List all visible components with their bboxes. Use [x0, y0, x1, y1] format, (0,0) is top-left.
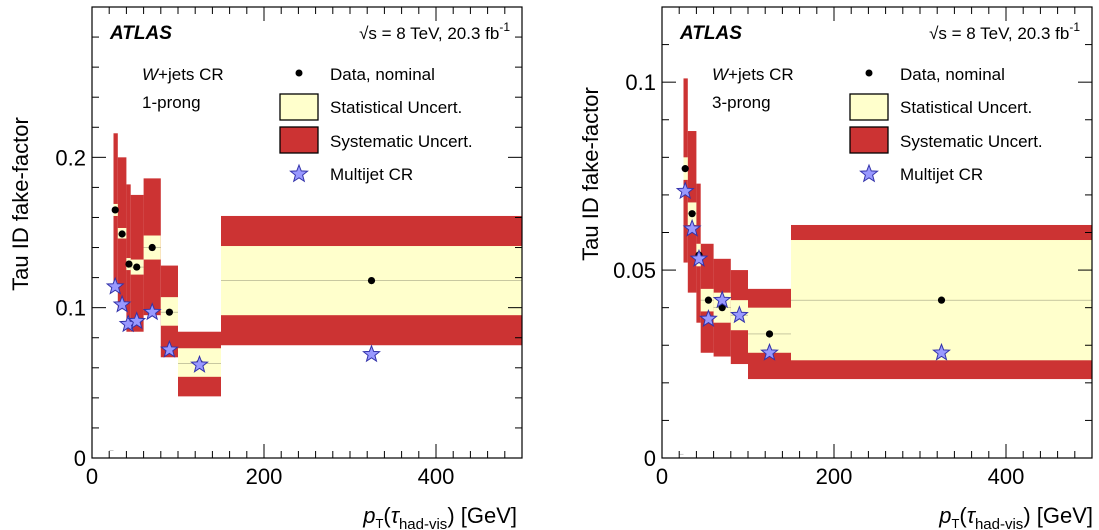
y-tick-label: 0	[74, 446, 86, 471]
data-point-6	[765, 330, 774, 338]
energy-label: √s = 8 TeV, 20.3 fb-1	[929, 20, 1080, 43]
x-tick-label: 200	[246, 464, 283, 489]
x-axis-title-paren: (	[383, 503, 391, 528]
data-point-2	[125, 260, 133, 268]
multijet-star-6	[760, 342, 779, 361]
x-tick-label: 200	[816, 464, 853, 489]
y-axis-title: Tau ID fake-factor	[8, 117, 33, 291]
x-axis-title-tau-sub: had-vis	[399, 516, 447, 530]
legend-syst-label: Systematic Uncert.	[900, 132, 1043, 151]
legend-data-marker	[295, 69, 303, 77]
legend-stat-label: Statistical Uncert.	[900, 98, 1032, 117]
region-label-w: W	[712, 65, 730, 84]
region-label: W+jets CR	[712, 65, 794, 84]
plot-frame	[91, 6, 523, 459]
x-axis-title-paren: (	[959, 503, 967, 528]
multijet-star-7	[362, 344, 381, 363]
energy-text: √s = 8 TeV, 20.3 fb	[359, 24, 499, 43]
x-axis-title-tau: τ	[391, 503, 401, 528]
multijet-star-2	[689, 248, 709, 267]
legend-syst-label: Systematic Uncert.	[330, 132, 473, 151]
multijet-star-1	[112, 294, 132, 313]
multijet-star-4	[142, 302, 162, 321]
energy-label: √s = 8 TeV, 20.3 fb-1	[359, 20, 510, 43]
data-point-3	[133, 263, 141, 271]
legend-data-label: Data, nominal	[330, 65, 435, 84]
data-point-0	[111, 206, 119, 214]
data-point-1	[688, 210, 696, 218]
legend-stat-swatch	[279, 93, 319, 121]
multijet-star-7	[932, 342, 951, 361]
x-axis-title-tail: ) [GeV]	[1023, 503, 1093, 528]
atlas-label: ATLAS	[109, 23, 172, 44]
x-axis-title-tau: τ	[967, 503, 977, 528]
prong-label: 3-prong	[712, 93, 771, 112]
region-label-rest: +jets CR	[728, 65, 794, 84]
multijet-star-3	[127, 311, 147, 330]
syst-band-3	[126, 184, 131, 332]
legend-multijet-marker	[859, 163, 879, 183]
x-axis-title-sub: T	[375, 516, 383, 530]
x-axis-title-tail: ) [GeV]	[447, 503, 517, 528]
data-point-5	[165, 308, 173, 316]
legend-syst-swatch	[279, 126, 319, 154]
legend-syst-swatch	[849, 126, 889, 154]
data-point-7	[367, 277, 376, 285]
x-axis-title-tau-sub: had-vis	[975, 516, 1023, 530]
panel-1: 0 200 400 0 0.1 0.2 Tau ID fake-factor pT(τhad-…	[8, 6, 523, 530]
x-tick-label: 0	[86, 464, 98, 489]
multijet-star-5	[159, 339, 179, 358]
prong-label: 1-prong	[142, 93, 201, 112]
legend-multijet-label: Multijet CR	[330, 165, 413, 184]
x-tick-label: 400	[418, 464, 455, 489]
x-axis-title-sub: T	[951, 516, 959, 530]
data-point-7	[937, 296, 946, 304]
lumi-exponent: -1	[1069, 20, 1080, 34]
multijet-star-1	[682, 218, 702, 237]
y-tick-label: 0.1	[55, 296, 86, 321]
atlas-label: ATLAS	[679, 23, 742, 44]
x-tick-label: 400	[988, 464, 1025, 489]
multijet-star-3	[699, 309, 718, 327]
lumi-exponent: -1	[499, 20, 510, 34]
data-point-1	[118, 230, 126, 238]
multijet-star-4	[712, 290, 732, 309]
x-axis-title-p: p	[362, 503, 375, 528]
data-point-4	[718, 304, 726, 312]
legend-multijet-label: Multijet CR	[900, 165, 983, 184]
legend-data-label: Data, nominal	[900, 65, 1005, 84]
region-label: W+jets CR	[142, 65, 224, 84]
y-tick-label: 0.2	[55, 145, 86, 170]
y-tick-label: 0	[644, 446, 656, 471]
panel-2: 0 200 400 0 0.05 0.1 Tau ID fake-factor pT(τhad…	[578, 6, 1093, 530]
legend-stat-swatch	[849, 93, 889, 121]
legend-multijet-marker	[289, 163, 309, 183]
multijet-star-0	[105, 276, 125, 295]
y-tick-label: 0.1	[625, 70, 656, 95]
x-axis-title: pT(τhad-vis) [GeV]	[362, 503, 517, 530]
legend-data-marker	[865, 69, 873, 77]
data-point-3	[704, 296, 713, 304]
data-point-0	[681, 165, 689, 173]
x-axis-title-p: p	[938, 503, 951, 528]
data-point-4	[148, 243, 156, 252]
region-label-rest: +jets CR	[158, 65, 224, 84]
legend-stat-label: Statistical Uncert.	[330, 98, 462, 117]
multijet-star-5	[729, 305, 749, 324]
energy-text: √s = 8 TeV, 20.3 fb	[929, 24, 1069, 43]
x-tick-label: 0	[656, 464, 668, 489]
multijet-star-0	[675, 181, 695, 200]
y-tick-label: 0.05	[613, 258, 656, 283]
x-axis-title: pT(τhad-vis) [GeV]	[938, 503, 1093, 530]
y-axis-title: Tau ID fake-factor	[578, 87, 603, 261]
multijet-star-6	[190, 354, 209, 373]
region-label-w: W	[142, 65, 160, 84]
